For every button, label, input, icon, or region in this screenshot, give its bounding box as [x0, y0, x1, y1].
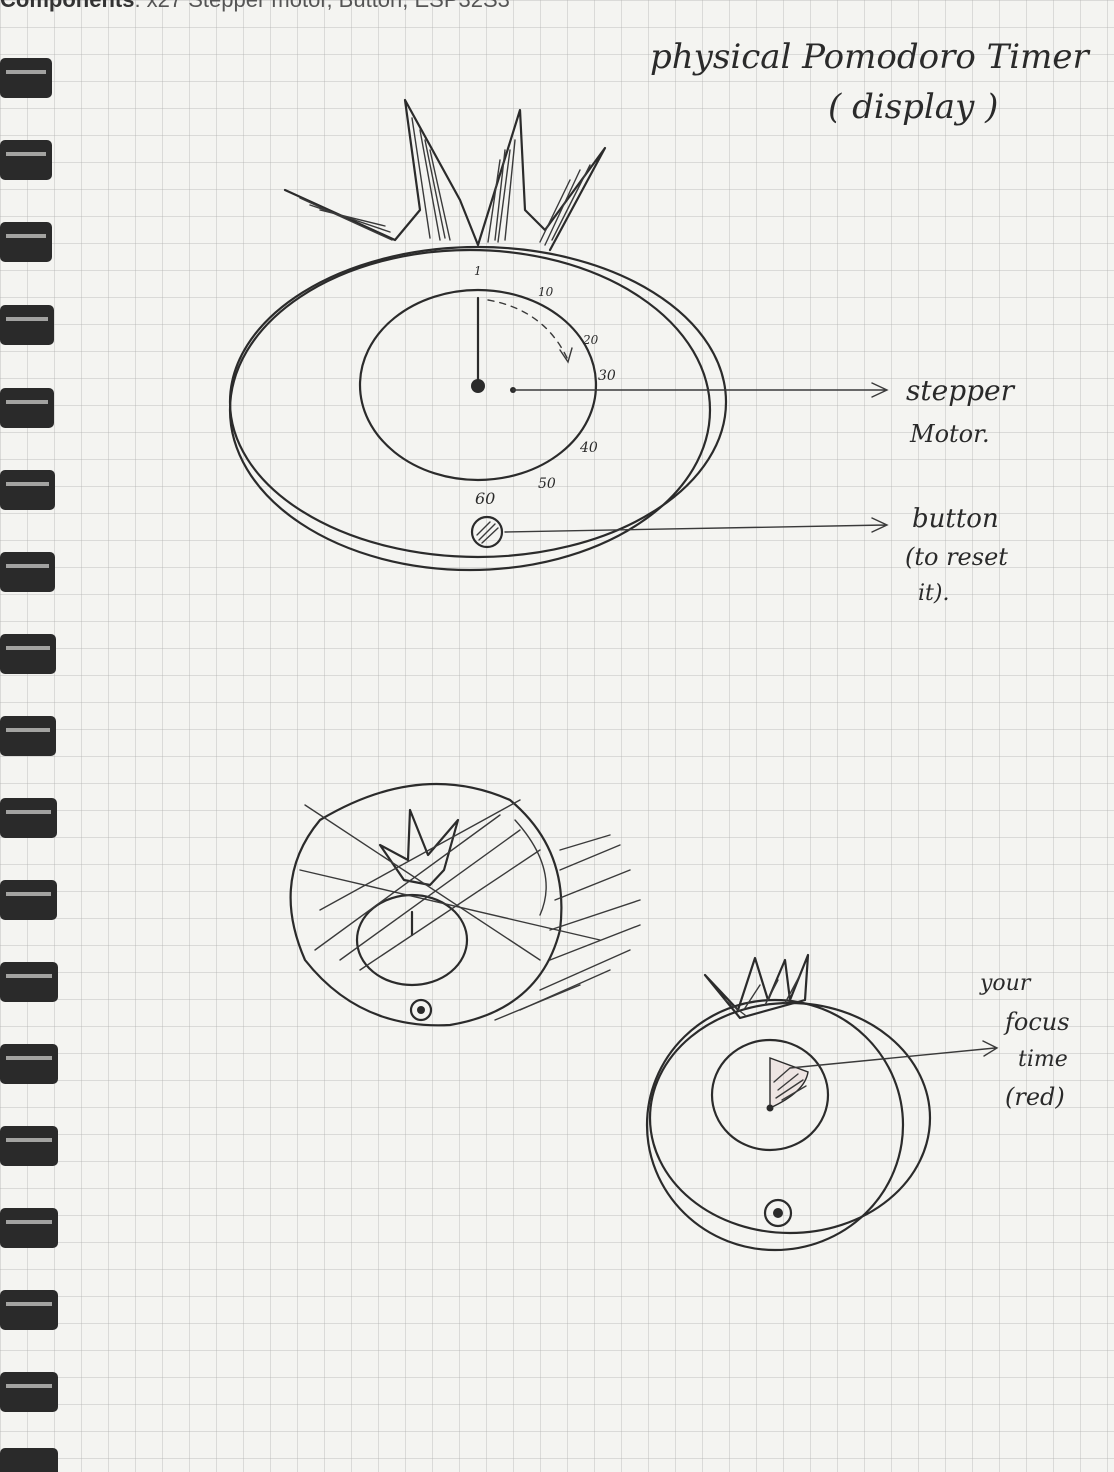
focus-label-line3: time — [1018, 1047, 1068, 1072]
tomato-leaves — [283, 98, 607, 252]
focus-label-line2: focus — [1003, 1008, 1070, 1036]
button-label-line3: it). — [918, 581, 949, 606]
stepper-label-line2: Motor. — [909, 420, 990, 448]
sketch-subtitle: ( display ) — [828, 87, 998, 127]
button-label-line2: (to reset — [905, 543, 1008, 571]
caption-text: : x27 Stepper motor, Button, ESP32S3 — [134, 0, 509, 12]
focus-time-drawing — [645, 953, 999, 1252]
sketch-title: physical Pomodoro Timer — [650, 37, 1091, 77]
dial-tick-30: 30 — [598, 368, 616, 384]
dial-pivot — [471, 379, 485, 393]
dial-tick-1: 1 — [474, 264, 482, 278]
notebook-spiral-binding — [0, 58, 58, 1472]
stepper-arrow — [512, 382, 889, 398]
focus-label: your — [979, 971, 1032, 996]
dial-tick-40: 40 — [579, 440, 598, 456]
button-arrow — [504, 517, 889, 533]
spiral-rings — [0, 58, 58, 1472]
components-caption: Components: x27 Stepper motor, Button, E… — [0, 0, 510, 12]
main-tomato-drawing: 1 10 20 30 40 50 60 — [228, 98, 889, 572]
focus-label-line4: (red) — [1005, 1083, 1065, 1111]
button-label: button — [912, 504, 999, 534]
side-view-drawing — [289, 782, 641, 1027]
dial-face — [358, 288, 598, 482]
reset-button-drawing — [470, 515, 504, 549]
caption-bold: Components — [0, 0, 134, 12]
dial-tick-60: 60 — [475, 489, 495, 508]
dial-tick-10: 10 — [538, 285, 554, 299]
dial-tick-50: 50 — [538, 476, 556, 492]
dial-tick-20: 20 — [582, 333, 599, 347]
stepper-label: stepper — [906, 374, 1016, 407]
focus-arrow — [789, 1040, 999, 1069]
